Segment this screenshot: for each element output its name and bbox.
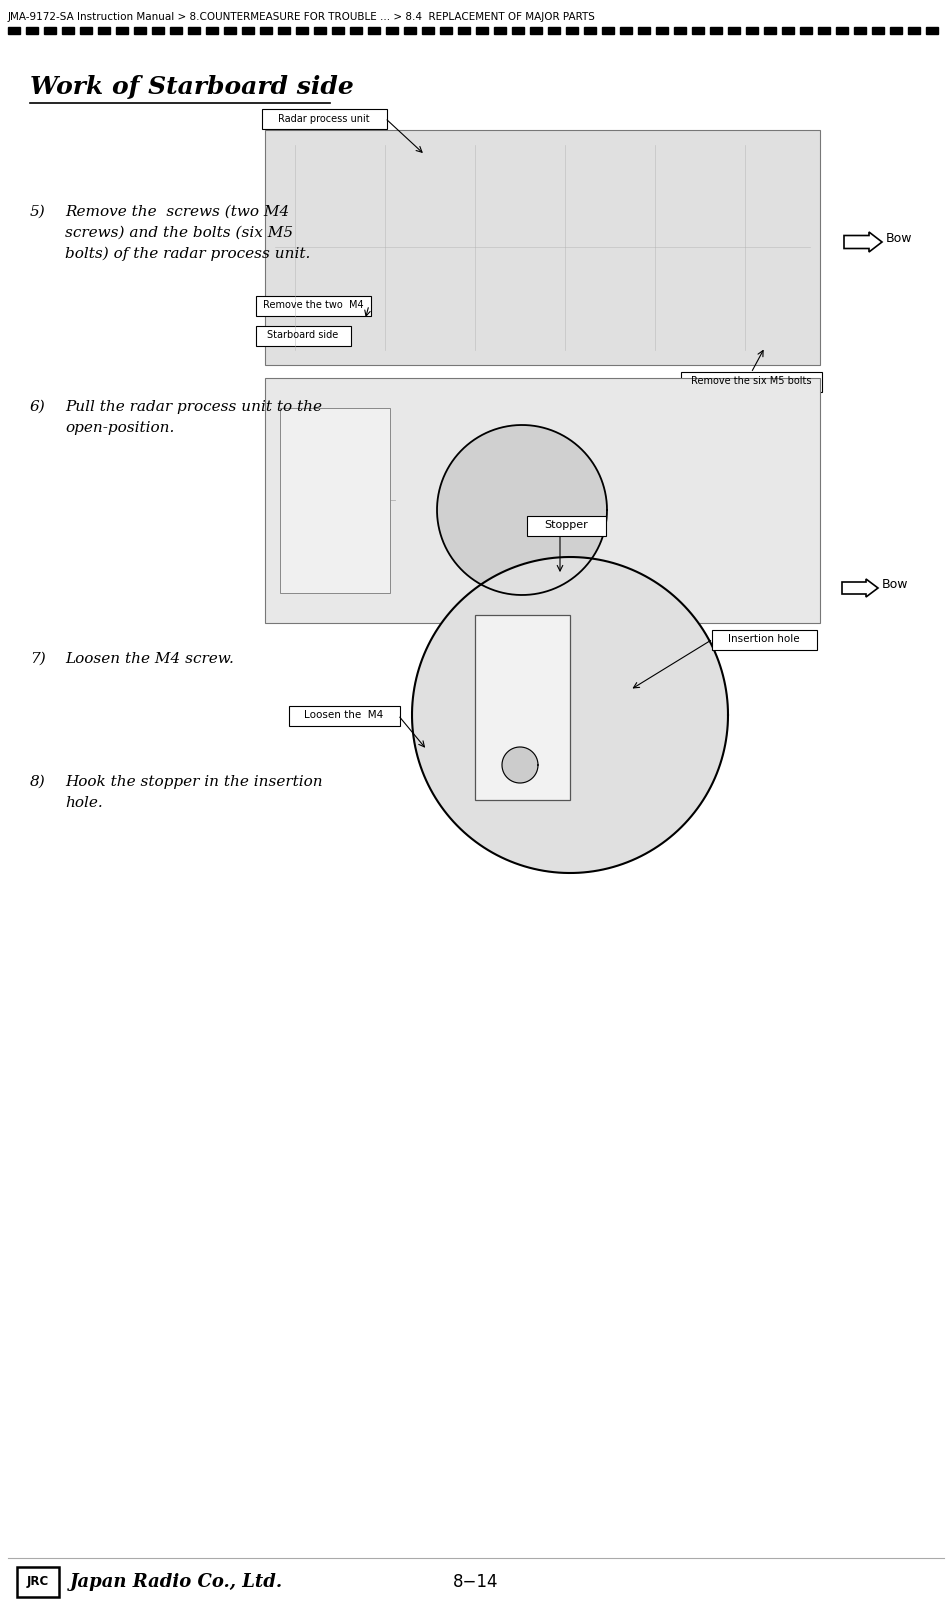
Bar	[296, 28, 308, 34]
Text: Remove the  screws (two M4
screws) and the bolts (six M5
bolts) of the radar pro: Remove the screws (two M4 screws) and th…	[65, 206, 310, 261]
Bar	[188, 28, 200, 34]
Text: Loosen the M4 screw.: Loosen the M4 screw.	[65, 651, 234, 666]
Polygon shape	[437, 424, 607, 595]
FancyBboxPatch shape	[265, 377, 820, 624]
Text: Starboard side: Starboard side	[268, 330, 339, 340]
Bar	[602, 28, 614, 34]
Bar	[80, 28, 92, 34]
Text: Bow: Bow	[882, 578, 908, 591]
Bar	[350, 28, 362, 34]
FancyBboxPatch shape	[262, 109, 387, 128]
Text: 7): 7)	[30, 651, 46, 666]
Bar	[692, 28, 704, 34]
Bar	[242, 28, 254, 34]
Bar	[890, 28, 902, 34]
Text: 8−14: 8−14	[453, 1573, 499, 1591]
Text: JMA-9172-SA Instruction Manual > 8.COUNTERMEASURE FOR TROUBLE ... > 8.4  REPLACE: JMA-9172-SA Instruction Manual > 8.COUNT…	[8, 11, 596, 23]
Text: JRC: JRC	[27, 1576, 50, 1589]
FancyBboxPatch shape	[255, 295, 370, 316]
Bar	[314, 28, 326, 34]
Bar	[368, 28, 380, 34]
Bar	[566, 28, 578, 34]
FancyBboxPatch shape	[265, 130, 820, 364]
Text: Stopper: Stopper	[545, 520, 588, 530]
Bar	[152, 28, 164, 34]
FancyBboxPatch shape	[255, 326, 350, 345]
Bar	[908, 28, 920, 34]
Bar	[134, 28, 146, 34]
Bar	[854, 28, 866, 34]
Bar	[782, 28, 794, 34]
Bar	[620, 28, 632, 34]
Bar	[116, 28, 128, 34]
Bar	[206, 28, 218, 34]
Bar	[764, 28, 776, 34]
Bar	[494, 28, 506, 34]
Bar	[746, 28, 758, 34]
Text: Insertion hole: Insertion hole	[728, 635, 800, 645]
FancyBboxPatch shape	[711, 630, 817, 650]
Text: Pull the radar process unit to the
open-position.: Pull the radar process unit to the open-…	[65, 400, 322, 434]
Bar	[170, 28, 182, 34]
Bar	[656, 28, 668, 34]
Bar	[548, 28, 560, 34]
Text: Loosen the  M4: Loosen the M4	[305, 711, 384, 721]
FancyBboxPatch shape	[280, 408, 390, 593]
Bar	[404, 28, 416, 34]
Bar	[98, 28, 110, 34]
Bar	[224, 28, 236, 34]
Bar	[926, 28, 938, 34]
Polygon shape	[502, 747, 538, 782]
Bar	[260, 28, 272, 34]
Bar	[386, 28, 398, 34]
Bar	[62, 28, 74, 34]
Bar	[332, 28, 344, 34]
Bar	[530, 28, 542, 34]
Polygon shape	[412, 557, 728, 873]
Text: Bow: Bow	[886, 233, 913, 246]
FancyBboxPatch shape	[681, 371, 822, 392]
Bar	[638, 28, 650, 34]
Bar	[278, 28, 290, 34]
Text: Remove the two  M4: Remove the two M4	[263, 300, 364, 311]
Bar	[512, 28, 524, 34]
Text: Hook the stopper in the insertion
hole.: Hook the stopper in the insertion hole.	[65, 774, 323, 810]
Bar	[422, 28, 434, 34]
Bar	[818, 28, 830, 34]
FancyBboxPatch shape	[475, 616, 570, 800]
FancyArrow shape	[844, 232, 882, 253]
Bar	[584, 28, 596, 34]
FancyBboxPatch shape	[288, 705, 400, 726]
Bar	[476, 28, 488, 34]
Bar	[800, 28, 812, 34]
Bar	[8, 28, 20, 34]
Bar	[872, 28, 884, 34]
Bar	[458, 28, 470, 34]
Bar	[728, 28, 740, 34]
Bar	[26, 28, 38, 34]
Text: 6): 6)	[30, 400, 46, 415]
Bar	[440, 28, 452, 34]
FancyArrow shape	[842, 578, 878, 598]
FancyBboxPatch shape	[17, 1567, 59, 1597]
FancyBboxPatch shape	[526, 515, 605, 536]
Text: Work of Starboard side: Work of Starboard side	[30, 75, 354, 99]
Bar	[710, 28, 722, 34]
Text: 8): 8)	[30, 774, 46, 789]
Bar	[836, 28, 848, 34]
Text: Remove the six M5 bolts: Remove the six M5 bolts	[691, 376, 811, 387]
Bar	[44, 28, 56, 34]
Text: Japan Radio Co., Ltd.: Japan Radio Co., Ltd.	[70, 1573, 283, 1591]
Bar	[674, 28, 686, 34]
Text: Radar process unit: Radar process unit	[278, 113, 369, 123]
Text: 5): 5)	[30, 206, 46, 219]
